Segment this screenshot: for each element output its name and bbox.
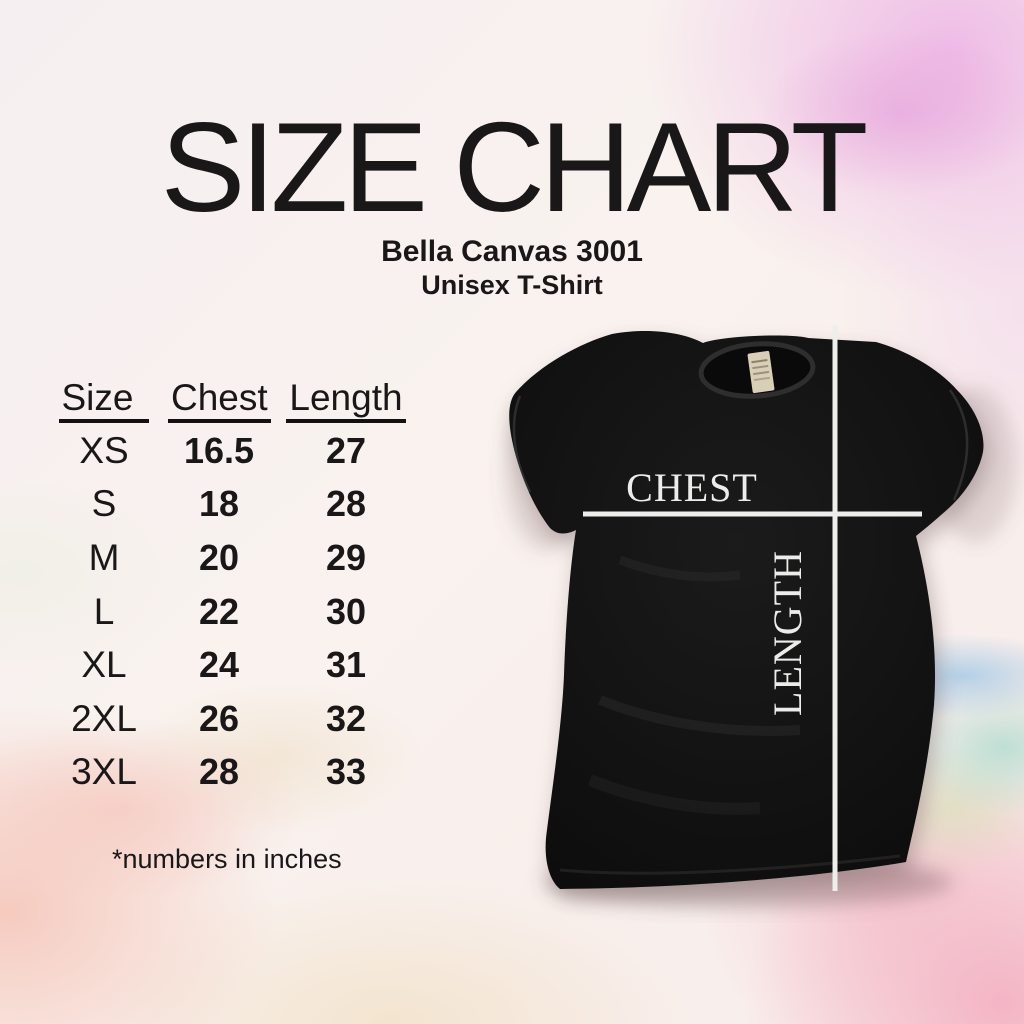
measurement-overlay: CHEST LENGTH: [583, 325, 922, 891]
cell-size: XS: [79, 429, 129, 471]
cell-length: 33: [325, 751, 367, 793]
cell-size: 3XL: [71, 751, 137, 793]
size-table: Size Chest Length XS 16.5 27 S 18 28 M 2…: [40, 372, 422, 799]
cell-chest: 16.5: [183, 429, 255, 471]
cell-length: 27: [325, 429, 367, 471]
cell-chest: 20: [198, 536, 240, 578]
table-row: M 20 29: [40, 531, 422, 585]
cell-length: 30: [325, 590, 367, 632]
cell-length: 29: [325, 536, 367, 578]
cell-size: 2XL: [71, 697, 137, 739]
product-name: Bella Canvas 3001: [381, 235, 643, 268]
product-type: Unisex T-Shirt: [421, 270, 603, 300]
chest-measure-line: [583, 511, 922, 517]
table-row: S 18 28: [40, 478, 422, 532]
column-header-length: Length: [270, 377, 422, 423]
table-row: 2XL 26 32: [40, 692, 422, 746]
table-header-row: Size Chest Length: [40, 372, 422, 424]
cell-length: 32: [325, 697, 367, 739]
table-row: XL 24 31: [40, 638, 422, 692]
cell-length: 28: [325, 483, 367, 525]
length-measure-line: [832, 325, 838, 891]
size-table-body: XS 16.5 27 S 18 28 M 20 29 L 22 30 XL 24…: [40, 424, 422, 799]
column-header-size: Size: [40, 377, 168, 423]
cell-chest: 18: [198, 483, 240, 525]
cell-chest: 22: [198, 590, 240, 632]
table-row: 3XL 28 33: [40, 746, 422, 800]
cell-size: S: [91, 483, 117, 525]
cell-size: XL: [81, 644, 127, 686]
units-footnote: *numbers in inches: [112, 844, 342, 874]
neck-tag: [747, 350, 775, 394]
tshirt-body: [509, 330, 984, 889]
cell-length: 31: [325, 644, 367, 686]
right-sleeve-cuff: [948, 389, 969, 501]
table-row: L 22 30: [40, 585, 422, 639]
cell-chest: 26: [198, 697, 240, 739]
table-row: XS 16.5 27: [40, 424, 422, 478]
cell-size: L: [93, 590, 115, 632]
tshirt-illustration: CHEST LENGTH: [488, 295, 1024, 923]
length-label: LENGTH: [765, 550, 810, 716]
cell-size: M: [88, 536, 120, 578]
column-header-chest: Chest: [168, 377, 271, 423]
cell-chest: 28: [198, 751, 240, 793]
chest-label: CHEST: [626, 465, 758, 510]
cell-chest: 24: [198, 644, 240, 686]
left-sleeve-cuff: [512, 395, 532, 493]
page-title: SIZE CHART: [160, 96, 869, 238]
